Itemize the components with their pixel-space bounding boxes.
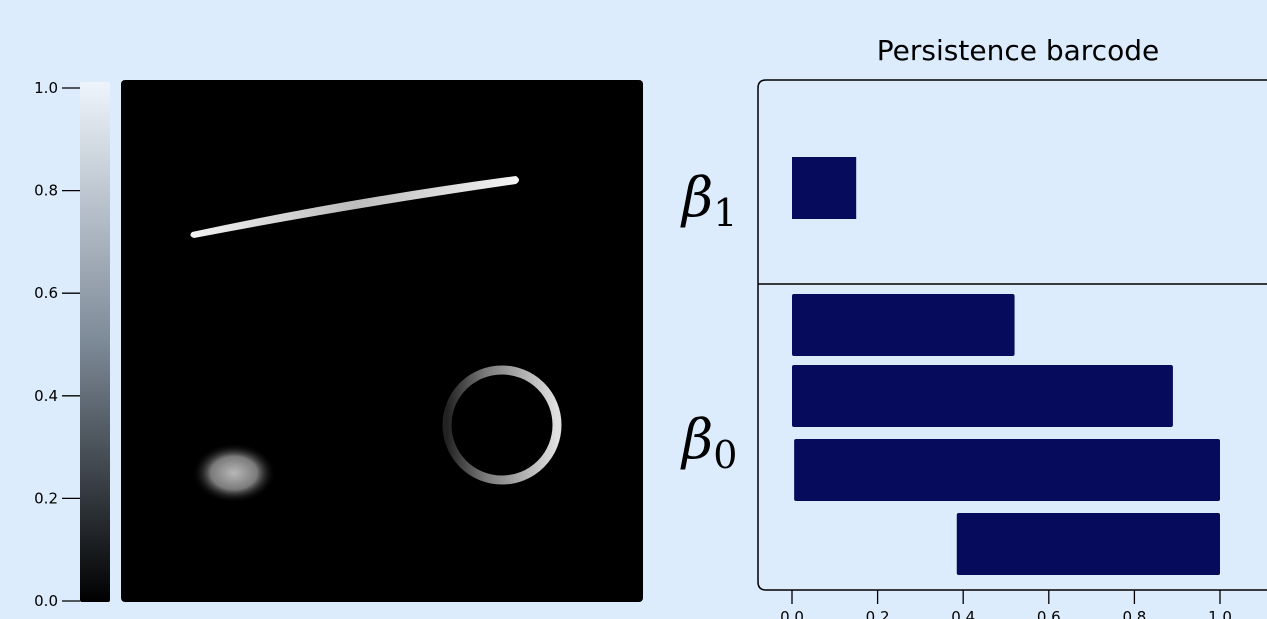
barcode-bars xyxy=(792,157,1220,575)
x-tick-label: 0.2 xyxy=(866,608,890,619)
barcode-bar xyxy=(792,157,857,219)
colorbar-gradient xyxy=(80,82,110,602)
barcode-group-label: β1 xyxy=(680,166,737,235)
colorbar-tick-label: 0.4 xyxy=(34,387,58,405)
barcode-group-labels: β1 β0 xyxy=(680,166,737,477)
x-tick-label: 0.6 xyxy=(1037,608,1061,619)
heatmap-panel xyxy=(121,80,643,602)
heatmap-blob-shape xyxy=(192,443,276,503)
barcode-x-axis: 0.0 0.2 0.4 0.6 0.8 1.0 xyxy=(780,590,1232,619)
x-tick-label: 1.0 xyxy=(1208,608,1232,619)
barcode-bar xyxy=(792,365,1173,427)
colorbar-ticks: 0.0 0.2 0.4 0.6 0.8 1.0 xyxy=(34,79,80,610)
barcode-bar xyxy=(794,439,1220,501)
x-tick-label: 0.8 xyxy=(1122,608,1146,619)
colorbar-tick-label: 0.6 xyxy=(34,284,58,302)
colorbar-tick-label: 0.0 xyxy=(34,592,58,610)
heatmap-background xyxy=(121,80,643,602)
x-tick-label: 0.0 xyxy=(780,608,804,619)
colorbar: 0.0 0.2 0.4 0.6 0.8 1.0 xyxy=(34,79,110,610)
barcode-panel: Persistence barcode β1 β0 0.0 0.2 0.4 0.6 0.8… xyxy=(680,34,1267,619)
x-tick-label: 0.4 xyxy=(951,608,975,619)
barcode-bar xyxy=(792,294,1015,356)
barcode-frame xyxy=(757,79,1267,591)
colorbar-tick-label: 0.2 xyxy=(34,489,58,507)
barcode-title: Persistence barcode xyxy=(877,34,1159,67)
colorbar-tick-label: 0.8 xyxy=(34,182,58,200)
barcode-bar xyxy=(956,513,1220,575)
colorbar-tick-label: 1.0 xyxy=(34,79,58,97)
heatmap-line-shape xyxy=(190,176,519,238)
barcode-group-label: β0 xyxy=(680,408,737,477)
heatmap-ring-shape xyxy=(442,365,562,485)
